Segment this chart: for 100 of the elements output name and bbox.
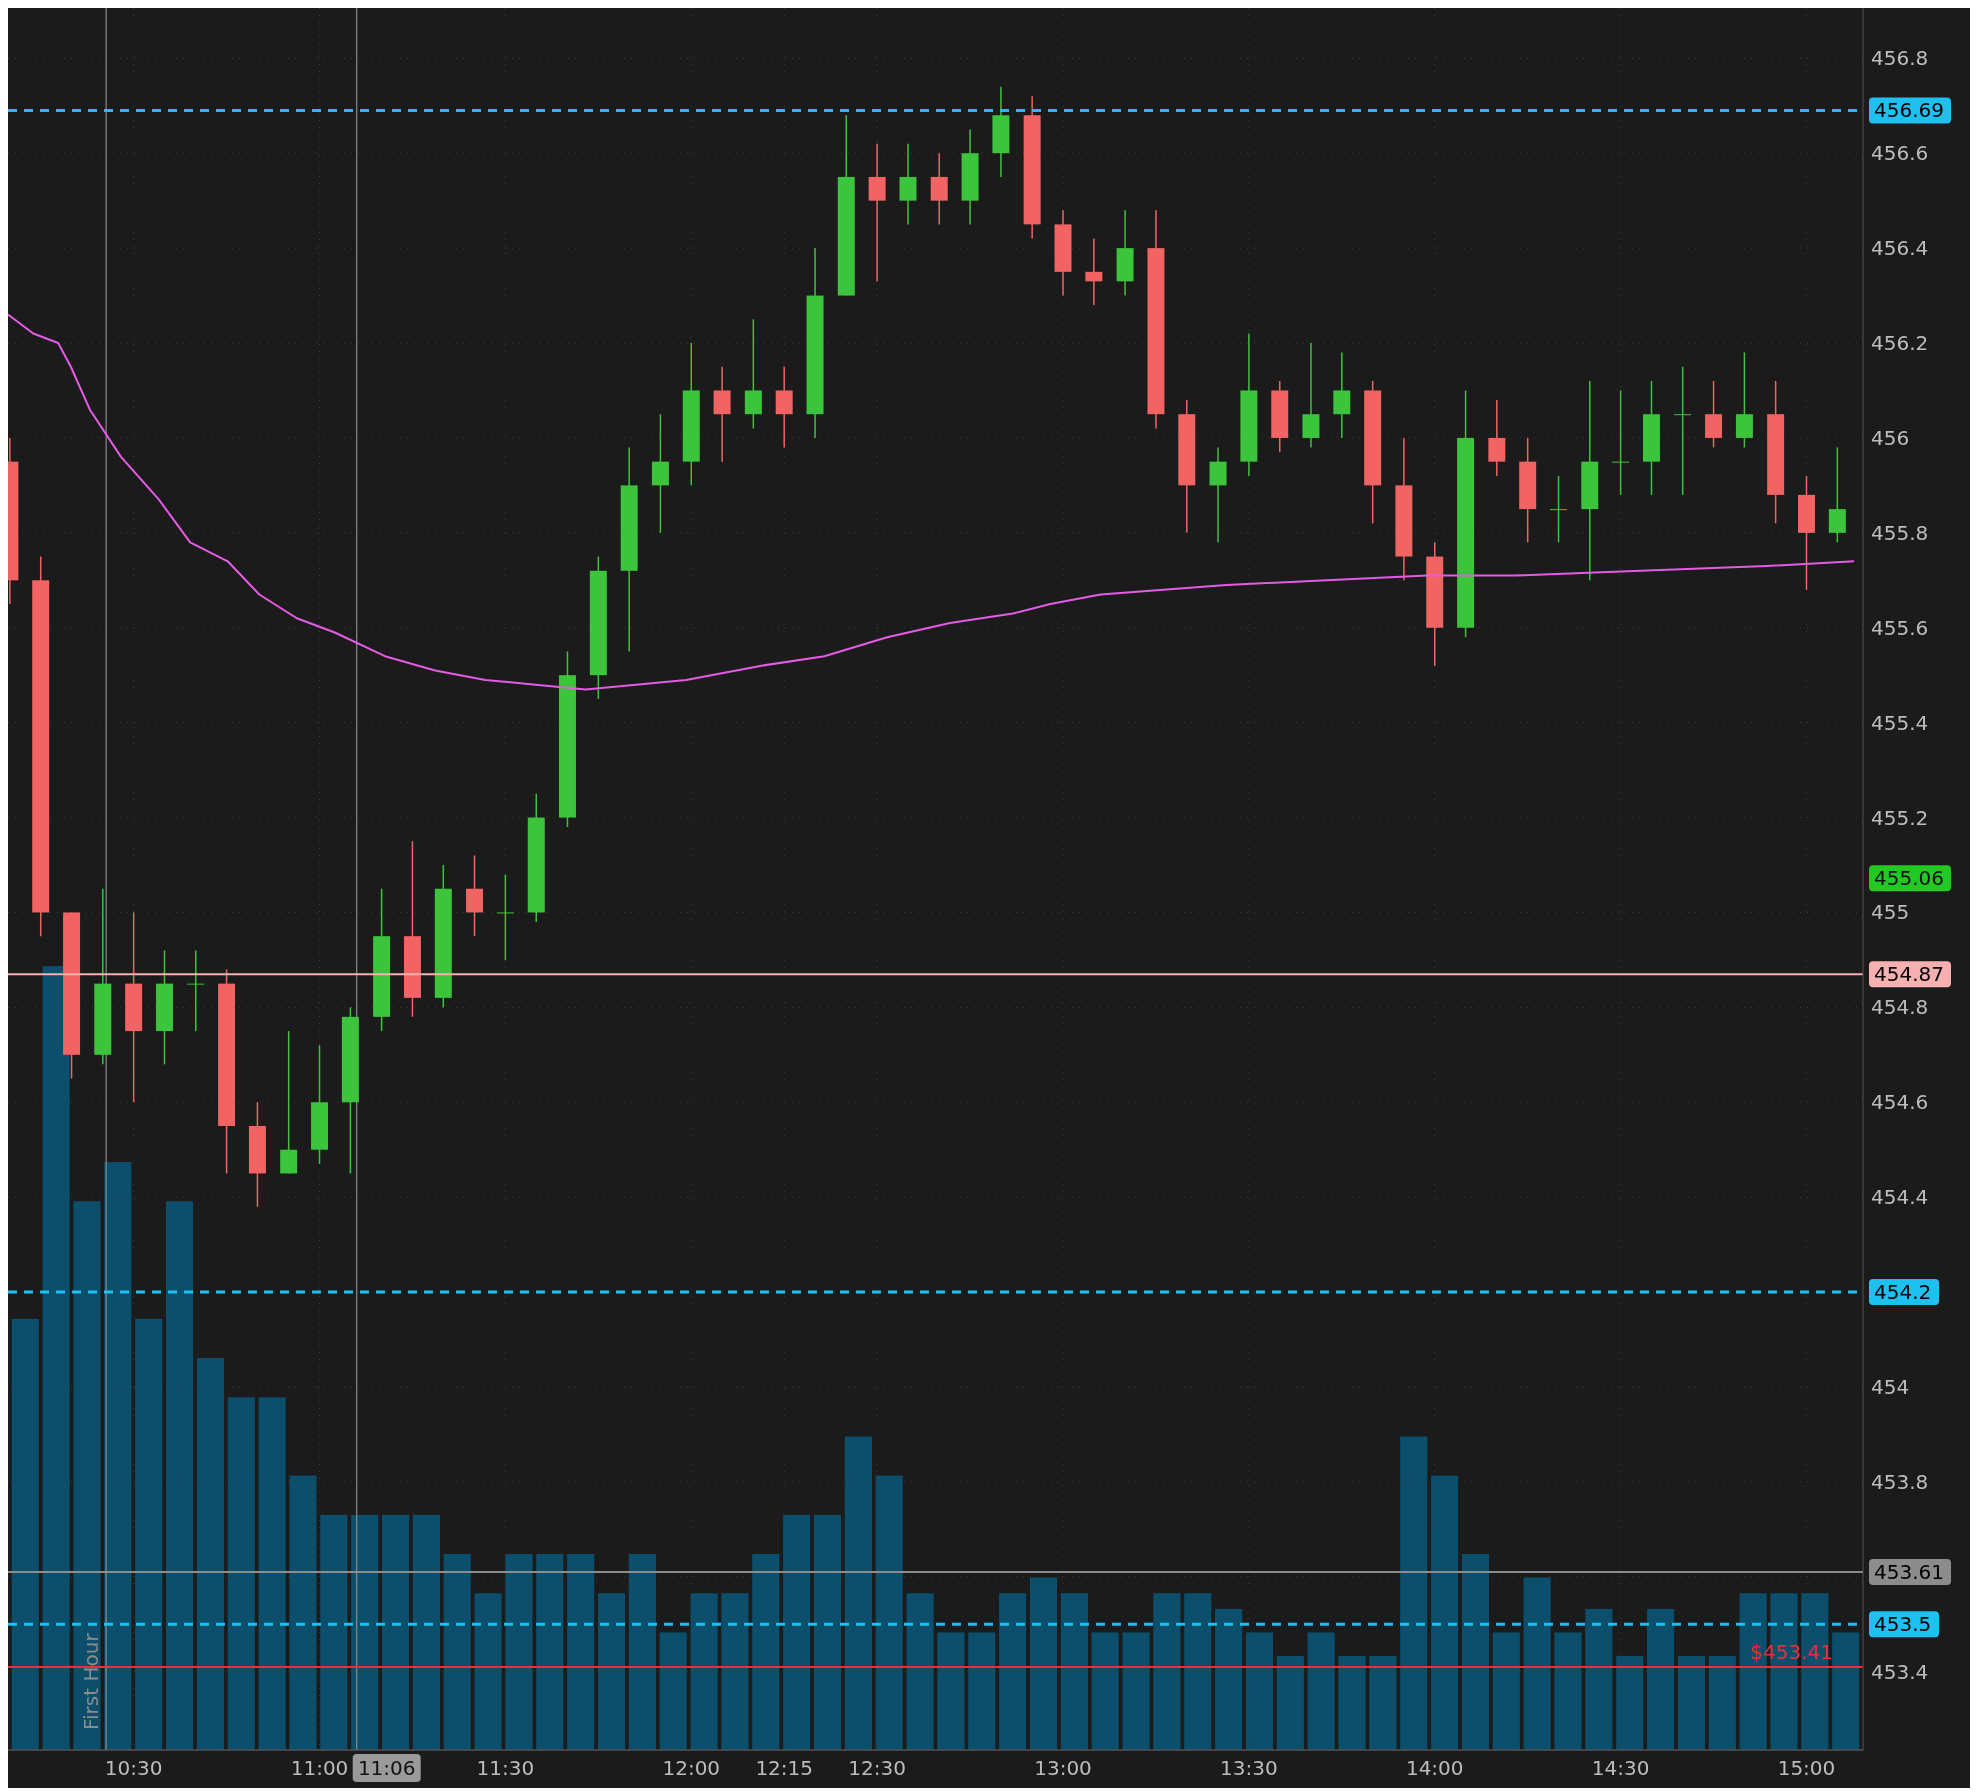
bar <box>443 1554 471 1751</box>
y-tick-label: 454.6 <box>1871 1090 1929 1115</box>
y-tick-label: 455.8 <box>1871 520 1929 545</box>
x-tick-label: 14:30 <box>1591 1756 1650 1780</box>
candlestick <box>899 142 917 226</box>
candlestick <box>1705 380 1723 449</box>
x-tick-label: 13:30 <box>1220 1756 1278 1780</box>
bar <box>690 1593 718 1750</box>
bar <box>875 1475 903 1751</box>
bar <box>11 1318 39 1750</box>
bar <box>381 1514 410 1750</box>
x-tick-label: 12:15 <box>755 1756 814 1780</box>
candlestick <box>1550 475 1568 544</box>
bar <box>1276 1655 1304 1750</box>
x-tick-label: 13:00 <box>1034 1756 1092 1780</box>
candlestick <box>1828 446 1846 544</box>
bar <box>505 1554 533 1751</box>
ref-line-label: 453.61 <box>1874 1560 1944 1585</box>
bar <box>1832 1632 1860 1751</box>
bar <box>196 1358 224 1750</box>
bar <box>1184 1593 1212 1750</box>
candlestick <box>1735 351 1753 449</box>
bar <box>135 1318 163 1750</box>
candlestick <box>187 949 205 1032</box>
bar <box>1060 1593 1088 1750</box>
candlestick <box>651 413 669 534</box>
bar <box>659 1632 687 1751</box>
y-tick-label: 453.8 <box>1871 1469 1929 1494</box>
candlestick <box>775 365 793 449</box>
bar <box>42 966 70 1750</box>
bar <box>1029 1577 1058 1750</box>
bar <box>1431 1475 1459 1751</box>
bar <box>536 1554 564 1751</box>
bar <box>1091 1632 1119 1751</box>
bar <box>937 1632 965 1751</box>
ref-line-label: 453.5 <box>1874 1612 1932 1637</box>
bar <box>1153 1593 1181 1750</box>
y-tick-label: 454.8 <box>1871 995 1929 1020</box>
candlestick <box>1085 237 1103 306</box>
line-series <box>8 313 1856 691</box>
ref-line-label: 456.69 <box>1874 98 1944 123</box>
bar <box>813 1514 842 1750</box>
y-tick-label: 456.4 <box>1871 236 1929 261</box>
bar <box>567 1554 595 1751</box>
y-tick-label: 455.2 <box>1871 805 1929 830</box>
candlestick <box>280 1030 298 1175</box>
bar <box>1307 1632 1335 1751</box>
bar <box>628 1554 656 1751</box>
candlestick <box>1488 399 1506 477</box>
y-tick-label: 456.2 <box>1871 331 1929 356</box>
bar <box>999 1593 1027 1750</box>
bar <box>1215 1608 1243 1750</box>
ref-line-label: 11:06 <box>357 1756 416 1780</box>
y-tick-label: 456.6 <box>1871 141 1929 166</box>
bar <box>412 1514 440 1750</box>
ref-line-label: $453.41 <box>1750 1639 1833 1664</box>
bar <box>351 1514 379 1750</box>
bar <box>258 1397 286 1750</box>
bar <box>1523 1577 1551 1750</box>
bar <box>165 1201 194 1750</box>
y-tick-label: 456.8 <box>1871 46 1929 71</box>
x-tick-label: 10:30 <box>104 1756 163 1780</box>
candlestick <box>1209 446 1227 544</box>
bar <box>1400 1436 1428 1750</box>
bar <box>721 1593 749 1750</box>
text: 455.06 <box>1874 866 1944 891</box>
y-tick-label: 455 <box>1871 900 1910 925</box>
bar <box>1616 1655 1644 1750</box>
y-tick-label: 455.6 <box>1871 615 1929 640</box>
bar <box>783 1514 811 1750</box>
bar <box>1492 1632 1520 1751</box>
bar <box>968 1632 996 1751</box>
bar <box>1677 1655 1706 1750</box>
candlestick <box>1302 342 1320 449</box>
ref-line-label: First Hour <box>79 1632 104 1730</box>
bar <box>1122 1632 1150 1751</box>
candlestick <box>930 152 948 226</box>
candlestick <box>1333 351 1351 439</box>
bar <box>752 1554 780 1751</box>
x-tick-label: 11:30 <box>476 1756 535 1780</box>
bar <box>474 1593 502 1750</box>
bar <box>844 1436 872 1750</box>
candlestick <box>496 873 514 961</box>
bar <box>597 1593 626 1750</box>
y-tick-label: 454.4 <box>1871 1185 1929 1210</box>
bar <box>104 1162 132 1750</box>
bar <box>1338 1655 1366 1750</box>
y-tick-label: 454 <box>1871 1374 1910 1399</box>
candlestick <box>868 142 886 283</box>
bar <box>1647 1608 1675 1750</box>
bar <box>906 1593 934 1750</box>
x-tick-label: 14:00 <box>1405 1756 1464 1780</box>
candlestick <box>1674 365 1692 496</box>
x-tick-label: 15:00 <box>1777 1756 1836 1780</box>
ref-line-label: 454.2 <box>1874 1280 1932 1305</box>
y-tick-label: 456 <box>1871 425 1910 450</box>
x-tick-label: 12:00 <box>662 1756 721 1780</box>
x-tick-label: 12:30 <box>848 1756 906 1780</box>
y-tick-label: 453.4 <box>1871 1659 1929 1684</box>
y-tick-label: 455.4 <box>1871 710 1929 735</box>
